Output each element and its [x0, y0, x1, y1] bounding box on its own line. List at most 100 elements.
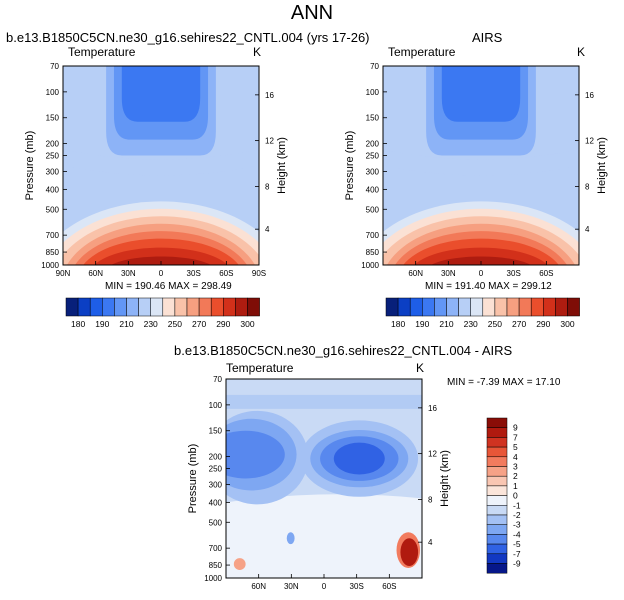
colorbar-swatch — [543, 297, 556, 317]
x-tick-label: 60S — [219, 269, 233, 278]
right-tick-label: 8 — [585, 182, 590, 191]
colorbar-label: 210 — [439, 319, 453, 329]
colorbar-swatch — [397, 297, 411, 317]
colorbar-label: -2 — [513, 510, 521, 520]
colorbar-swatch — [530, 297, 544, 317]
colorbar-swatch — [518, 297, 532, 317]
y-tick-label: 400 — [46, 185, 60, 194]
y-tick-label: 200 — [46, 140, 60, 149]
colorbar-swatch — [385, 297, 399, 317]
temperature-contour — [431, 256, 531, 265]
colorbar-swatch — [486, 456, 508, 467]
colorbar-swatch — [486, 446, 508, 458]
colorbar-label: 290 — [536, 319, 550, 329]
colorbar-swatch — [434, 297, 447, 317]
y-tick-label: 70 — [50, 62, 59, 71]
colorbar-label: 300 — [240, 319, 254, 329]
colorbar-label: 190 — [95, 319, 109, 329]
y-tick-label: 500 — [46, 205, 60, 214]
y-axis-title: Pressure (mb) — [24, 131, 36, 201]
panel3-minmax: MIN = -7.39 MAX = 17.10 — [447, 377, 561, 388]
x-tick-label: 0 — [322, 582, 327, 591]
colorbar-swatch — [482, 297, 496, 317]
colorbar-swatch — [126, 297, 139, 317]
right-axis-title: Height (km) — [596, 137, 608, 194]
right-tick-label: 16 — [265, 91, 274, 100]
colorbar-label: 4 — [513, 452, 518, 462]
panel1-left-string: Temperature — [68, 45, 136, 59]
colorbar-label: 250 — [488, 319, 502, 329]
panel3-title: b.e13.B1850C5CN.ne30_g16.sehires22_CNTL.… — [174, 343, 513, 358]
colorbar-label: 3 — [513, 462, 518, 472]
temperature-contour — [63, 149, 259, 176]
panel1-minmax: MIN = 190.46 MAX = 298.49 — [105, 281, 232, 292]
y-tick-label: 400 — [209, 498, 223, 507]
colorbar-swatch — [422, 297, 435, 317]
y-tick-label: 1000 — [204, 574, 222, 583]
panel-field — [383, 66, 579, 265]
y-tick-label: 150 — [46, 114, 60, 123]
difference-contour — [226, 394, 422, 409]
panel2-units: K — [577, 45, 586, 59]
y-tick-label: 500 — [366, 205, 380, 214]
right-tick-label: 16 — [585, 91, 594, 100]
y-tick-label: 100 — [366, 88, 380, 97]
colorbar-swatch — [162, 297, 176, 317]
colorbar-label: 180 — [391, 319, 405, 329]
colorbar-swatch — [567, 297, 580, 317]
difference-contour — [226, 430, 285, 479]
y-tick-label: 250 — [46, 152, 60, 161]
colorbar-swatch — [486, 475, 508, 487]
colorbar-label: -7 — [513, 549, 521, 559]
colorbar-swatch — [446, 297, 459, 317]
panel1-title: b.e13.B1850C5CN.ne30_g16.sehires22_CNTL.… — [6, 30, 370, 45]
temperature-contour — [121, 66, 201, 122]
temperature-contour — [111, 256, 211, 265]
y-tick-label: 250 — [209, 465, 223, 474]
x-tick-label: 30N — [284, 582, 299, 591]
figure-title: ANN — [290, 2, 334, 24]
y-tick-label: 300 — [209, 480, 223, 489]
colorbar-swatch — [486, 553, 508, 564]
colorbar-label: 210 — [119, 319, 133, 329]
x-tick-label: 30S — [187, 269, 201, 278]
colorbar-label: 230 — [144, 319, 158, 329]
y-tick-label: 70 — [370, 62, 379, 71]
temperature-contour — [383, 149, 579, 176]
colorbar-swatch — [186, 297, 200, 317]
x-tick-label: 60N — [88, 269, 103, 278]
right-axis-title: Height (km) — [439, 450, 451, 507]
colorbar-swatch — [506, 297, 520, 317]
colorbar-swatch — [102, 297, 115, 317]
x-tick-label: 90N — [56, 269, 71, 278]
colorbar-label: 5 — [513, 442, 518, 452]
x-tick-label: 30S — [350, 582, 364, 591]
x-tick-label: 0 — [479, 269, 484, 278]
right-tick-label: 12 — [265, 137, 274, 146]
colorbar-swatch — [235, 297, 248, 317]
colorbar-label: 300 — [560, 319, 574, 329]
colorbar-swatch — [486, 543, 508, 555]
x-tick-label: 90S — [252, 269, 266, 278]
colorbar-label: 0 — [513, 491, 518, 501]
x-tick-label: 0 — [159, 269, 164, 278]
colorbar-label: -5 — [513, 539, 521, 549]
colorbar-label: -4 — [513, 529, 521, 539]
colorbar-swatch — [486, 466, 508, 477]
colorbar-swatch — [486, 514, 508, 525]
right-tick-label: 4 — [585, 225, 590, 234]
colorbar-swatch — [150, 297, 164, 317]
difference-contour — [400, 538, 419, 567]
y-tick-label: 850 — [46, 248, 60, 257]
colorbar-swatch — [486, 417, 508, 428]
colorbar-swatch — [486, 563, 508, 574]
colorbar-swatch — [223, 297, 236, 317]
right-axis-title: Height (km) — [276, 137, 288, 194]
y-tick-label: 200 — [366, 140, 380, 149]
colorbar-label: -9 — [513, 559, 521, 569]
colorbar-label: 9 — [513, 423, 518, 433]
y-tick-label: 300 — [46, 167, 60, 176]
colorbar-label: 230 — [464, 319, 478, 329]
colorbar-swatch — [114, 297, 127, 317]
colorbar-label: -3 — [513, 520, 521, 530]
